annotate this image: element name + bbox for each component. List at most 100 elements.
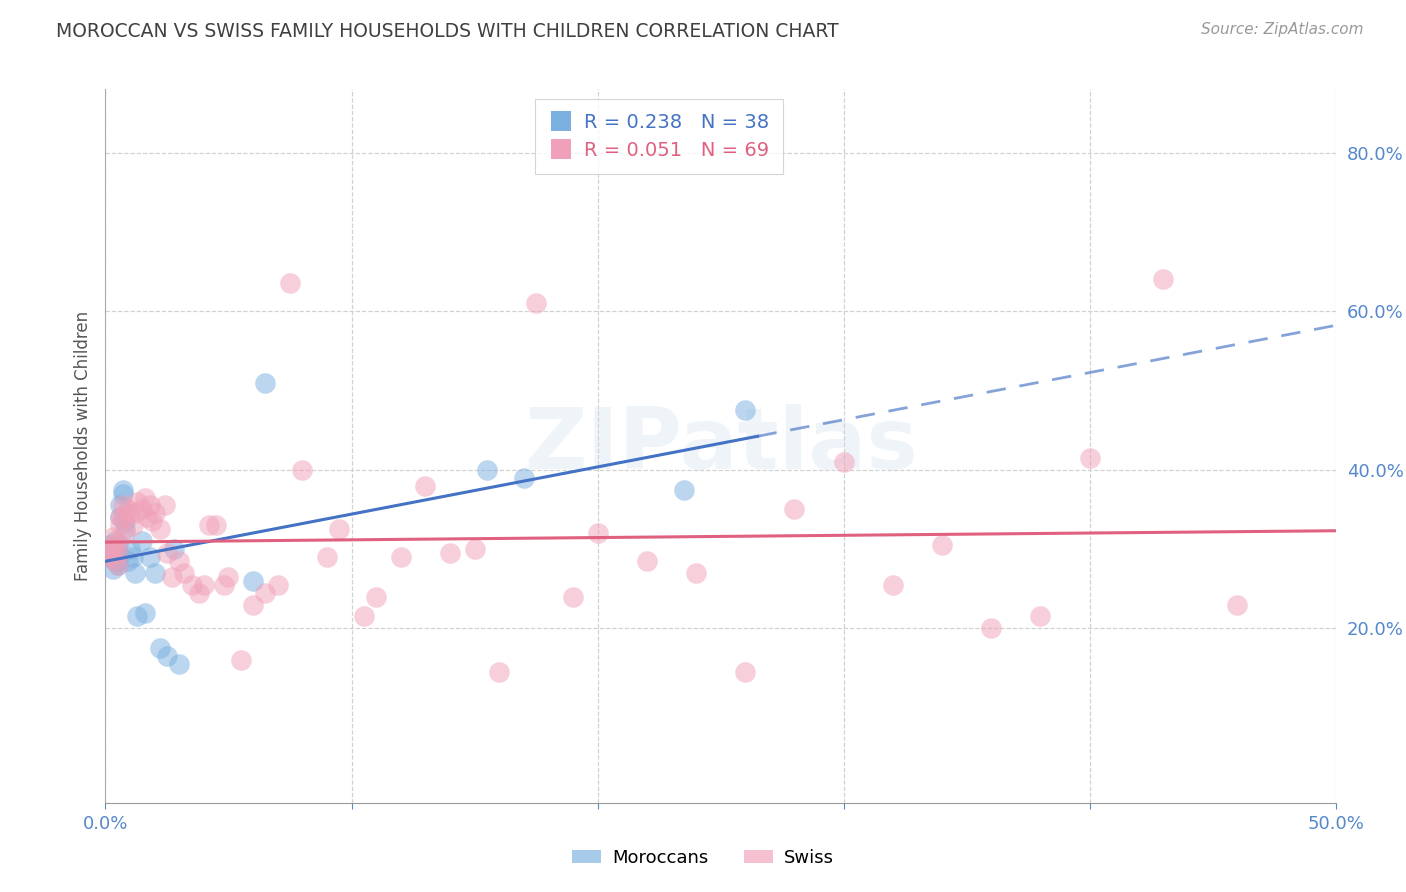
- Point: [107, 554, 129, 568]
- Point: [143, 507, 166, 521]
- Point: [188, 585, 211, 599]
- Point: [229, 653, 252, 667]
- Point: [107, 546, 129, 560]
- Point: [218, 570, 240, 584]
- Point: [439, 546, 461, 560]
- Point: [114, 522, 136, 536]
- Y-axis label: Family Households with Children: Family Households with Children: [73, 311, 91, 581]
- Point: [104, 546, 127, 560]
- Point: [212, 578, 235, 592]
- Point: [117, 554, 139, 568]
- Point: [114, 514, 136, 528]
- Point: [931, 538, 953, 552]
- Point: [104, 554, 127, 568]
- Point: [120, 507, 141, 521]
- Legend: Moroccans, Swiss: Moroccans, Swiss: [565, 842, 841, 874]
- Point: [149, 522, 172, 536]
- Point: [389, 549, 412, 564]
- Point: [117, 502, 139, 516]
- Point: [205, 518, 228, 533]
- Point: [672, 483, 695, 497]
- Point: [254, 376, 277, 390]
- Text: MOROCCAN VS SWISS FAMILY HOUSEHOLDS WITH CHILDREN CORRELATION CHART: MOROCCAN VS SWISS FAMILY HOUSEHOLDS WITH…: [56, 22, 839, 41]
- Point: [138, 499, 162, 513]
- Point: [110, 510, 132, 524]
- Point: [131, 502, 153, 516]
- Point: [734, 403, 756, 417]
- Point: [242, 598, 264, 612]
- Point: [149, 641, 172, 656]
- Point: [1153, 272, 1175, 286]
- Point: [121, 549, 143, 564]
- Point: [114, 526, 136, 541]
- Point: [107, 546, 129, 560]
- Point: [1078, 450, 1101, 465]
- Point: [110, 499, 132, 513]
- Point: [156, 546, 179, 560]
- Point: [127, 494, 149, 508]
- Point: [141, 514, 163, 528]
- Point: [193, 578, 215, 592]
- Point: [169, 657, 191, 671]
- Text: ZIPatlas: ZIPatlas: [523, 404, 918, 488]
- Point: [488, 665, 510, 679]
- Point: [685, 566, 707, 580]
- Point: [882, 578, 904, 592]
- Point: [153, 499, 176, 513]
- Point: [138, 549, 162, 564]
- Point: [111, 499, 134, 513]
- Point: [97, 546, 120, 560]
- Point: [107, 558, 129, 572]
- Point: [134, 606, 156, 620]
- Point: [101, 549, 124, 564]
- Point: [832, 455, 855, 469]
- Point: [143, 566, 166, 580]
- Point: [110, 518, 132, 533]
- Point: [267, 578, 290, 592]
- Point: [111, 483, 134, 497]
- Point: [734, 665, 756, 679]
- Point: [980, 621, 1002, 635]
- Point: [475, 463, 498, 477]
- Point: [156, 649, 179, 664]
- Point: [98, 546, 122, 560]
- Point: [1029, 609, 1052, 624]
- Point: [134, 491, 156, 505]
- Point: [98, 538, 122, 552]
- Text: Source: ZipAtlas.com: Source: ZipAtlas.com: [1201, 22, 1364, 37]
- Point: [110, 510, 132, 524]
- Point: [636, 554, 658, 568]
- Point: [353, 609, 375, 624]
- Point: [98, 549, 122, 564]
- Point: [104, 534, 127, 549]
- Point: [586, 526, 609, 541]
- Point: [111, 510, 134, 524]
- Point: [278, 277, 301, 291]
- Point: [101, 538, 124, 552]
- Point: [101, 562, 124, 576]
- Point: [562, 590, 585, 604]
- Point: [136, 510, 159, 524]
- Point: [315, 549, 337, 564]
- Legend: R = 0.238   N = 38, R = 0.051   N = 69: R = 0.238 N = 38, R = 0.051 N = 69: [536, 99, 783, 174]
- Point: [464, 542, 486, 557]
- Point: [197, 518, 219, 533]
- Point: [169, 554, 191, 568]
- Point: [328, 522, 350, 536]
- Point: [107, 558, 129, 572]
- Point: [160, 570, 183, 584]
- Point: [104, 554, 127, 568]
- Point: [254, 585, 277, 599]
- Point: [124, 507, 146, 521]
- Point: [111, 486, 134, 500]
- Point: [291, 463, 314, 477]
- Point: [120, 542, 141, 557]
- Point: [163, 542, 186, 557]
- Point: [101, 542, 124, 557]
- Point: [524, 296, 547, 310]
- Point: [121, 518, 143, 533]
- Point: [173, 566, 195, 580]
- Point: [366, 590, 388, 604]
- Point: [180, 578, 202, 592]
- Point: [107, 534, 129, 549]
